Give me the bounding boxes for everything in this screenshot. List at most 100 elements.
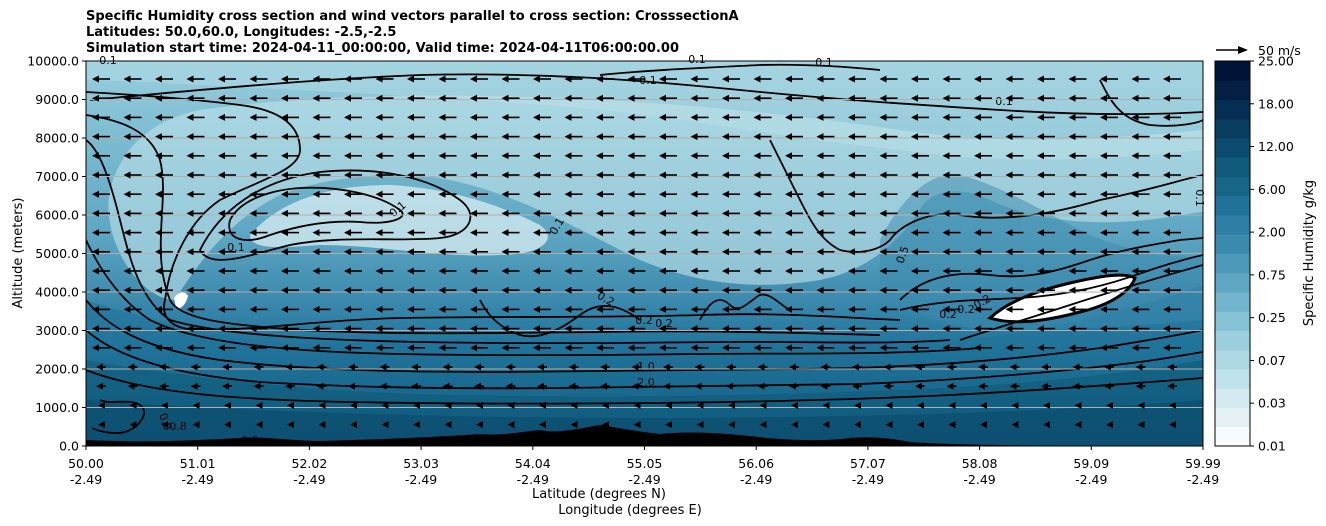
wind-arrow (974, 113, 992, 121)
wind-arrow (348, 382, 358, 390)
wind-arrow (1167, 382, 1177, 390)
wind-arrow (627, 113, 646, 121)
wind-arrow (659, 305, 677, 313)
wind-arrow (757, 363, 768, 371)
wind-arrow (1037, 344, 1055, 352)
wind-arrow (942, 267, 961, 275)
wind-arrow (974, 75, 992, 83)
wind-arrow (438, 344, 457, 352)
wind-arrow (659, 94, 677, 102)
wind-arrow (1131, 286, 1150, 294)
wind-arrow (974, 171, 992, 179)
wind-arrow (1169, 421, 1176, 429)
wind-arrow (1163, 229, 1181, 237)
wind-arrow (1068, 75, 1087, 83)
x-tick-label-lon: -2.49 (740, 472, 772, 487)
wind-arrow (96, 382, 106, 390)
wind-arrow (344, 133, 362, 141)
wind-arrow (1068, 325, 1087, 333)
wind-arrow (1131, 305, 1150, 313)
wind-arrow (663, 382, 673, 390)
wind-arrow (438, 209, 457, 217)
wind-arrow (381, 401, 389, 409)
wind-arrow (375, 305, 394, 313)
wind-arrow (1100, 133, 1118, 141)
wind-arrow (911, 344, 929, 352)
wind-arrow (785, 171, 803, 179)
wind-arrow (690, 171, 709, 179)
wind-arrow (1011, 401, 1019, 409)
wind-arrow (444, 421, 452, 429)
wind-arrow (218, 94, 236, 102)
wind-arrow (92, 286, 110, 294)
wind-arrow (123, 267, 142, 275)
wind-arrow (980, 401, 987, 409)
wind-arrow (1005, 171, 1024, 179)
wind-arrow (218, 344, 236, 352)
wind-arrow (123, 248, 142, 256)
wind-arrow (1169, 401, 1176, 409)
wind-arrow (1163, 133, 1181, 141)
wind-arrow (281, 344, 299, 352)
wind-arrow (1163, 75, 1181, 83)
wind-arrow (375, 190, 394, 198)
wind-arrow (1100, 190, 1118, 198)
contour-label: 0.0 (241, 434, 259, 447)
wind-arrow (375, 344, 394, 352)
contour-label: 0.8 (156, 411, 174, 432)
wind-arrow (1100, 94, 1118, 102)
contour-label: 0.1 (688, 53, 706, 66)
wind-arrow (879, 113, 898, 121)
x-tick-label-lat: 54.04 (515, 456, 551, 471)
wind-arrow (501, 171, 520, 179)
wind-arrow (123, 190, 142, 198)
wind-arrow (627, 209, 646, 217)
wind-arrow (375, 152, 394, 160)
x-tick-label-lon: -2.49 (70, 472, 102, 487)
wind-arrow (281, 305, 299, 313)
wind-arrow (1163, 248, 1181, 256)
wind-arrow (123, 94, 142, 102)
wind-arrow (726, 382, 736, 390)
wind-arrow (1041, 382, 1051, 390)
wind-arrow (312, 75, 331, 83)
wind-arrow (344, 152, 362, 160)
wind-arrow (186, 190, 205, 198)
wind-arrow (1037, 133, 1055, 141)
wind-arrow (222, 363, 232, 371)
wind-arrow (1163, 94, 1181, 102)
wind-arrow (627, 325, 646, 333)
wind-arrow (285, 363, 295, 371)
wind-arrow (596, 190, 614, 198)
wind-arrow (438, 286, 457, 294)
wind-arrow (785, 305, 803, 313)
wind-arrow (123, 325, 142, 333)
wind-arrow (407, 248, 425, 256)
x-axis-label-lon: Longitude (degrees E) (558, 503, 702, 518)
wind-arrow (287, 421, 294, 429)
wind-arrow (1100, 171, 1118, 179)
wind-arrow (186, 94, 205, 102)
wind-arrow (316, 382, 327, 390)
wind-arrow (785, 325, 803, 333)
wind-arrow (753, 267, 772, 275)
wind-arrow (659, 229, 677, 237)
wind-arrow (123, 133, 142, 141)
wind-arrow (564, 94, 583, 102)
wind-arrow (974, 94, 992, 102)
wind-arrow (470, 209, 488, 217)
wind-arrow (1074, 401, 1082, 409)
wind-arrow (694, 382, 705, 390)
wind-arrow (631, 363, 642, 371)
wind-arrow (690, 133, 709, 141)
wind-arrow (596, 305, 614, 313)
wind-arrow (942, 229, 961, 237)
wind-arrow (224, 421, 231, 429)
wind-arrow (726, 363, 736, 371)
wind-arrow (722, 113, 740, 121)
wind-arrow (98, 421, 105, 429)
wind-arrow (92, 305, 110, 313)
wind-arrow (312, 248, 331, 256)
wind-arrow (411, 382, 421, 390)
wind-arrow (505, 363, 516, 371)
